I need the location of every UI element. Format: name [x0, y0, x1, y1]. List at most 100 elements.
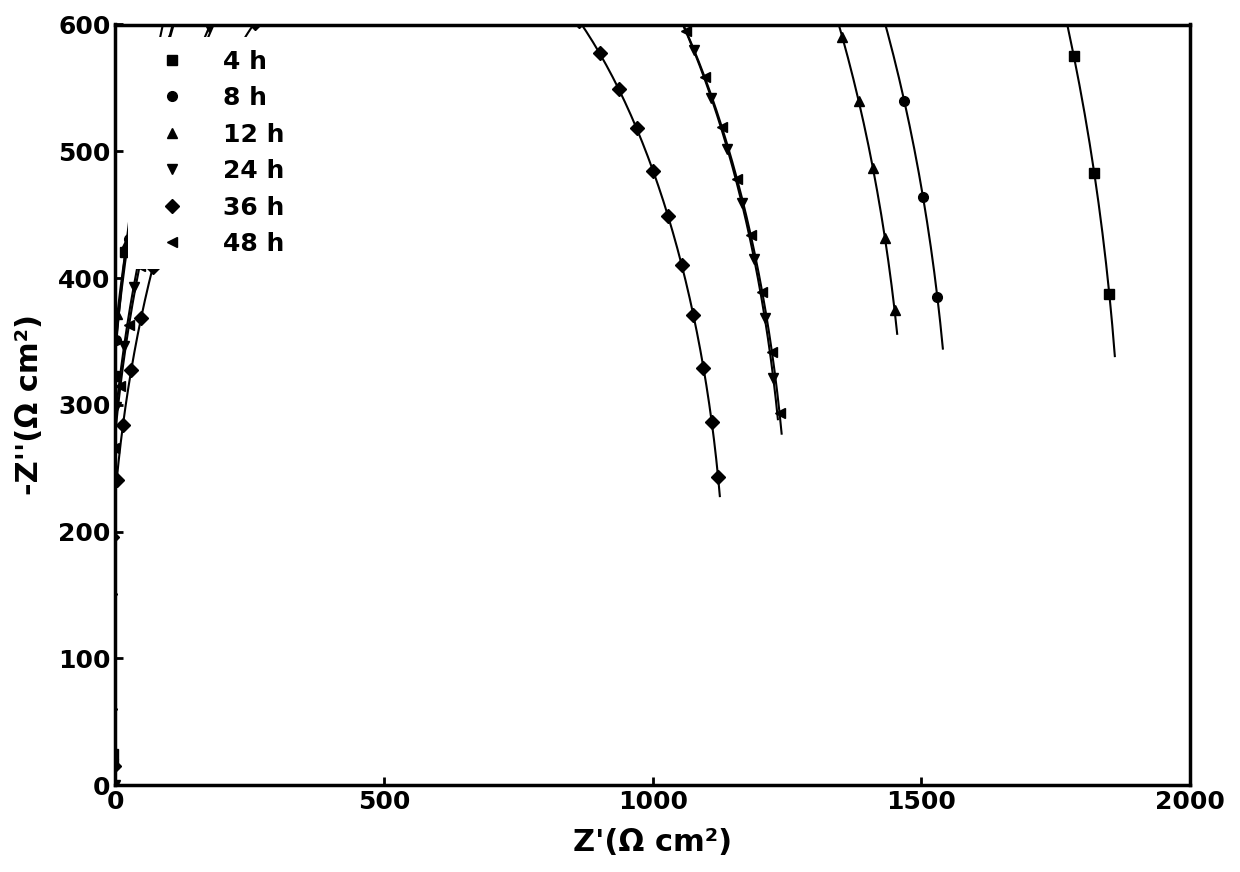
48 h	[678, 26, 693, 37]
24 h	[103, 718, 118, 728]
36 h	[159, 214, 174, 224]
36 h	[696, 362, 711, 372]
8 h	[99, 650, 114, 660]
36 h	[629, 123, 644, 133]
48 h	[159, 151, 174, 161]
48 h	[105, 760, 120, 770]
8 h	[98, 544, 113, 555]
4 h	[1066, 51, 1081, 61]
12 h	[887, 304, 901, 315]
48 h	[192, 51, 207, 62]
48 h	[773, 408, 787, 419]
24 h	[103, 465, 118, 475]
48 h	[99, 632, 114, 643]
Line: 36 h: 36 h	[104, 0, 723, 771]
48 h	[714, 121, 729, 132]
24 h	[166, 117, 181, 127]
48 h	[755, 287, 770, 297]
8 h	[915, 192, 930, 202]
24 h	[109, 402, 124, 412]
36 h	[109, 475, 124, 486]
24 h	[202, 21, 217, 31]
8 h	[897, 96, 911, 106]
36 h	[208, 85, 223, 96]
36 h	[711, 472, 725, 482]
12 h	[835, 31, 849, 42]
12 h	[145, 99, 160, 110]
Line: 12 h: 12 h	[99, 0, 899, 766]
Line: 24 h: 24 h	[102, 0, 779, 790]
12 h	[97, 532, 112, 542]
4 h	[135, 127, 150, 138]
4 h	[107, 371, 122, 381]
12 h	[98, 456, 113, 467]
24 h	[720, 144, 735, 154]
48 h	[102, 696, 117, 706]
24 h	[138, 224, 153, 235]
24 h	[667, 1, 682, 11]
8 h	[105, 754, 120, 765]
Legend: 4 h, 8 h, 12 h, 24 h, 36 h, 48 h: 4 h, 8 h, 12 h, 24 h, 36 h, 48 h	[128, 37, 296, 269]
48 h	[107, 442, 122, 453]
12 h	[100, 682, 115, 692]
36 h	[593, 48, 608, 58]
12 h	[105, 756, 120, 766]
8 h	[100, 439, 115, 449]
12 h	[103, 382, 118, 392]
48 h	[212, 7, 227, 17]
36 h	[134, 312, 149, 323]
36 h	[107, 761, 122, 772]
36 h	[572, 16, 587, 26]
24 h	[151, 169, 166, 180]
36 h	[686, 310, 701, 320]
24 h	[184, 67, 198, 78]
12 h	[131, 167, 146, 178]
36 h	[190, 126, 205, 136]
36 h	[661, 211, 676, 221]
24 h	[734, 198, 749, 208]
24 h	[99, 654, 114, 664]
36 h	[103, 704, 118, 714]
24 h	[117, 341, 131, 351]
24 h	[126, 282, 141, 292]
48 h	[175, 99, 190, 110]
36 h	[611, 84, 626, 94]
36 h	[646, 166, 661, 176]
4 h	[157, 12, 172, 23]
24 h	[108, 780, 123, 791]
48 h	[133, 261, 148, 271]
4 h	[1102, 289, 1117, 299]
24 h	[100, 528, 115, 538]
36 h	[227, 50, 242, 60]
24 h	[758, 313, 773, 324]
12 h	[851, 96, 866, 106]
48 h	[765, 346, 780, 357]
8 h	[159, 43, 174, 53]
Y-axis label: -Z''(Ω cm²): -Z''(Ω cm²)	[15, 315, 43, 495]
36 h	[675, 259, 689, 269]
12 h	[878, 233, 893, 243]
24 h	[99, 591, 114, 602]
36 h	[704, 417, 719, 427]
48 h	[697, 72, 712, 83]
24 h	[746, 254, 761, 264]
12 h	[866, 163, 880, 174]
8 h	[109, 335, 124, 345]
36 h	[115, 419, 130, 430]
Line: 48 h: 48 h	[103, 0, 785, 769]
X-axis label: Z'(Ω cm²): Z'(Ω cm²)	[573, 828, 732, 857]
24 h	[766, 373, 781, 384]
Line: 4 h: 4 h	[103, 0, 1115, 759]
48 h	[113, 380, 128, 391]
36 h	[174, 168, 188, 179]
4 h	[1086, 167, 1101, 178]
36 h	[247, 17, 262, 28]
36 h	[124, 365, 139, 376]
48 h	[729, 174, 744, 185]
4 h	[100, 623, 115, 633]
12 h	[97, 607, 112, 617]
4 h	[105, 749, 120, 760]
36 h	[102, 589, 117, 599]
36 h	[105, 532, 120, 542]
48 h	[102, 505, 117, 515]
